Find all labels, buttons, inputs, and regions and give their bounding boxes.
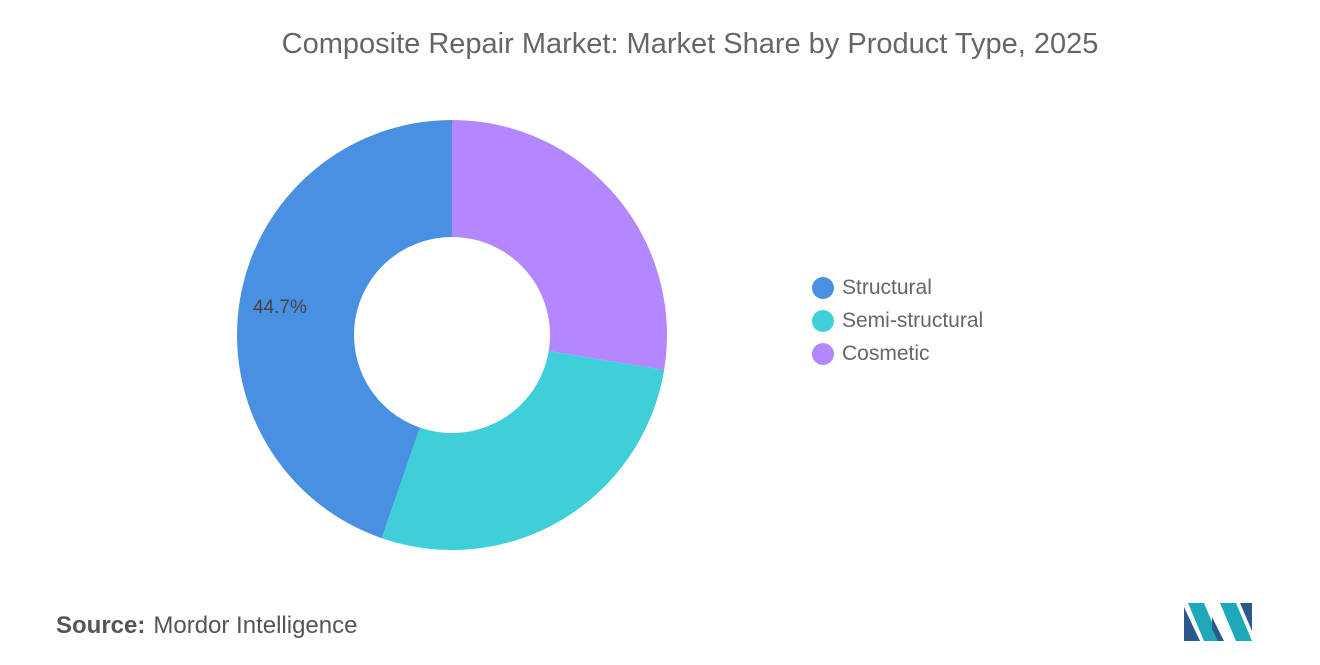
slice-structural bbox=[237, 120, 452, 539]
legend-swatch bbox=[812, 276, 834, 299]
chart-title: Composite Repair Market: Market Share by… bbox=[281, 28, 1099, 60]
legend-item: Semi-structural bbox=[812, 304, 983, 337]
legend-label: Semi-structural bbox=[842, 308, 984, 332]
source-text: Mordor Intelligence bbox=[153, 612, 358, 639]
legend-label: Structural bbox=[842, 275, 932, 299]
data-label: 44.7% bbox=[253, 297, 307, 318]
legend-swatch bbox=[812, 342, 834, 365]
source-label: Source: bbox=[56, 612, 146, 639]
legend-label: Cosmetic bbox=[842, 341, 930, 365]
slice-cosmetic bbox=[452, 120, 667, 370]
source-note: Source: Mordor Intelligence bbox=[56, 612, 357, 640]
mordor-intelligence-logo bbox=[1184, 603, 1252, 641]
slice-semi-structural bbox=[381, 350, 665, 550]
legend-item: Cosmetic bbox=[812, 337, 983, 370]
legend-swatch bbox=[812, 309, 834, 332]
legend-item: Structural bbox=[812, 271, 983, 304]
legend: Structural Semi-structural Cosmetic bbox=[812, 271, 983, 370]
